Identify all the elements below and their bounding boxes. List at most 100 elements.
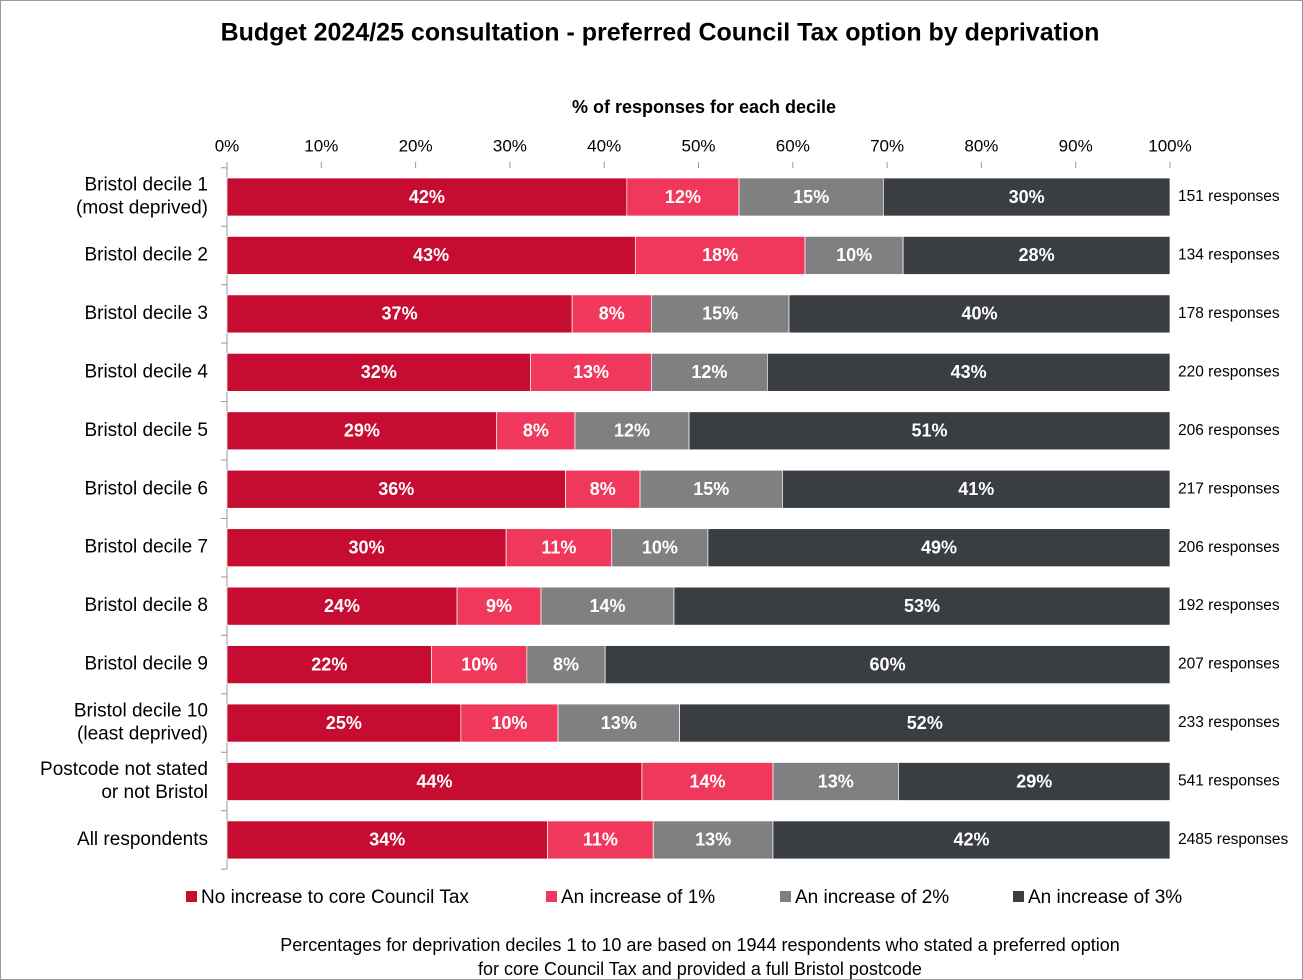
bar-segment — [226, 703, 462, 743]
x-tick-label: 20% — [399, 136, 433, 155]
y-tick-label: All respondents — [77, 829, 208, 850]
x-tick-label: 100% — [1148, 136, 1191, 155]
response-count: 192 responses — [1178, 597, 1280, 614]
bar-segment — [226, 762, 643, 801]
y-tick-label: Postcode not stated — [40, 759, 208, 780]
value-label: 13% — [573, 362, 609, 382]
value-label: 30% — [349, 537, 385, 557]
response-count: 541 responses — [1178, 773, 1280, 790]
response-count: 2485 responses — [1178, 831, 1289, 848]
y-tick-label: Bristol decile 7 — [84, 537, 208, 558]
bar-segment — [496, 411, 576, 451]
response-count: 134 responses — [1178, 247, 1280, 264]
y-tick-label: Bristol decile 3 — [84, 303, 208, 324]
value-label: 22% — [311, 654, 347, 674]
bar-segment — [882, 177, 1171, 217]
y-tick-label: or not Bristol — [101, 782, 208, 803]
value-label: 43% — [951, 362, 987, 382]
x-tick-label: 30% — [493, 136, 527, 155]
bar-segment — [902, 236, 1171, 275]
response-count: 207 responses — [1178, 656, 1280, 673]
bar-segment — [226, 294, 573, 334]
value-label: 52% — [907, 713, 943, 733]
value-label: 11% — [583, 830, 618, 850]
value-label: 49% — [921, 537, 957, 557]
x-tick-label: 80% — [964, 136, 998, 155]
legend-swatch — [1013, 891, 1024, 902]
bar-segment — [571, 294, 652, 334]
bar-segment — [505, 528, 613, 568]
bar-segment — [641, 762, 774, 801]
bar-segment — [634, 236, 806, 275]
bar-segment — [226, 645, 432, 684]
legend-label: An increase of 2% — [795, 887, 949, 908]
bar-segment — [604, 645, 1171, 684]
y-tick-label: Bristol decile 8 — [84, 595, 208, 616]
value-label: 30% — [1009, 187, 1045, 207]
y-tick-label: Bristol decile 2 — [84, 244, 208, 265]
value-label: 10% — [836, 245, 872, 265]
bar-segment — [650, 294, 790, 334]
response-count: 151 responses — [1178, 188, 1280, 205]
value-label: 8% — [590, 479, 616, 499]
bar-segment — [226, 236, 636, 275]
response-count: 217 responses — [1178, 480, 1280, 497]
value-label: 10% — [461, 654, 497, 674]
legend-swatch — [546, 891, 557, 902]
note: for core Council Tax and provided a full… — [478, 959, 922, 979]
y-tick-label: Bristol decile 9 — [84, 654, 208, 675]
response-count: 206 responses — [1178, 539, 1280, 556]
value-label: 32% — [361, 362, 397, 382]
value-label: 15% — [793, 187, 829, 207]
bar-segment — [766, 353, 1171, 392]
x-tick-label: 70% — [870, 136, 904, 155]
bar-segment — [611, 528, 709, 568]
bar-segment — [804, 236, 904, 275]
value-label: 60% — [870, 654, 906, 674]
legend-label: An increase of 1% — [561, 887, 715, 908]
y-tick-label: (most deprived) — [76, 198, 208, 219]
legend-label: No increase to core Council Tax — [201, 887, 469, 908]
value-label: 42% — [409, 187, 445, 207]
bar-segment — [898, 762, 1171, 801]
value-label: 8% — [523, 421, 549, 441]
value-label: 40% — [961, 304, 997, 324]
value-label: 51% — [912, 421, 948, 441]
y-tick-label: Bristol decile 10 — [74, 701, 208, 722]
response-count: 233 responses — [1178, 714, 1280, 731]
value-label: 9% — [486, 596, 512, 616]
bar-segment — [688, 411, 1171, 451]
value-label: 14% — [589, 596, 625, 616]
response-count: 178 responses — [1178, 305, 1280, 322]
axis-title: % of responses for each decile — [572, 97, 836, 117]
response-count: 206 responses — [1178, 422, 1280, 439]
y-tick-label: Bristol decile 6 — [84, 478, 208, 499]
y-tick-label: Bristol decile 1 — [84, 175, 208, 196]
value-label: 10% — [491, 713, 527, 733]
value-label: 8% — [553, 654, 579, 674]
x-tick-label: 60% — [776, 136, 810, 155]
value-label: 41% — [958, 479, 994, 499]
bar-segment — [679, 703, 1171, 743]
bar-segment — [540, 586, 675, 626]
value-label: 25% — [326, 713, 362, 733]
y-tick-label: Bristol decile 5 — [84, 420, 208, 441]
x-tick-label: 90% — [1059, 136, 1093, 155]
value-label: 15% — [693, 479, 729, 499]
bar-segment — [574, 411, 690, 451]
value-label: 44% — [416, 771, 452, 791]
chart-title: Budget 2024/25 consultation - preferred … — [221, 19, 1100, 47]
bar-segment — [226, 528, 507, 568]
value-label: 29% — [1016, 771, 1052, 791]
value-label: 13% — [695, 830, 731, 850]
bar-segment — [673, 586, 1171, 626]
bar-segment — [226, 177, 628, 217]
bar-segment — [738, 177, 884, 217]
y-tick-label: (least deprived) — [77, 724, 208, 745]
bar-segment — [772, 820, 1171, 860]
value-label: 42% — [953, 830, 989, 850]
value-label: 29% — [344, 421, 380, 441]
bar-segment — [547, 820, 654, 860]
bar-segment — [226, 353, 531, 392]
